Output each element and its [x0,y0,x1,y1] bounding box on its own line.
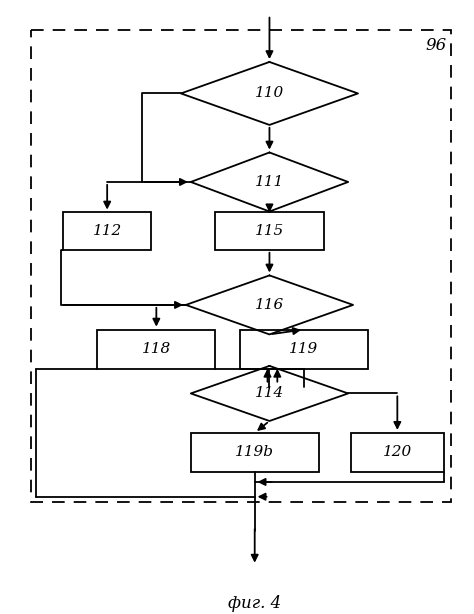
Text: 119: 119 [289,342,319,356]
Bar [240,330,368,369]
Text: 118: 118 [142,342,171,356]
Text: 96: 96 [425,37,447,55]
Text: 114: 114 [255,386,284,400]
Bar [97,330,215,369]
Bar [63,212,151,250]
Bar [191,433,319,472]
Text: 115: 115 [255,224,284,238]
Bar [215,212,324,250]
Text: 116: 116 [255,298,284,312]
Text: 119b: 119b [235,445,274,459]
Text: 110: 110 [255,87,284,101]
Bar [351,433,444,472]
Bar [31,29,451,502]
Text: 111: 111 [255,175,284,189]
Text: 112: 112 [92,224,122,238]
Text: фиг. 4: фиг. 4 [228,595,282,612]
Text: 120: 120 [383,445,412,459]
